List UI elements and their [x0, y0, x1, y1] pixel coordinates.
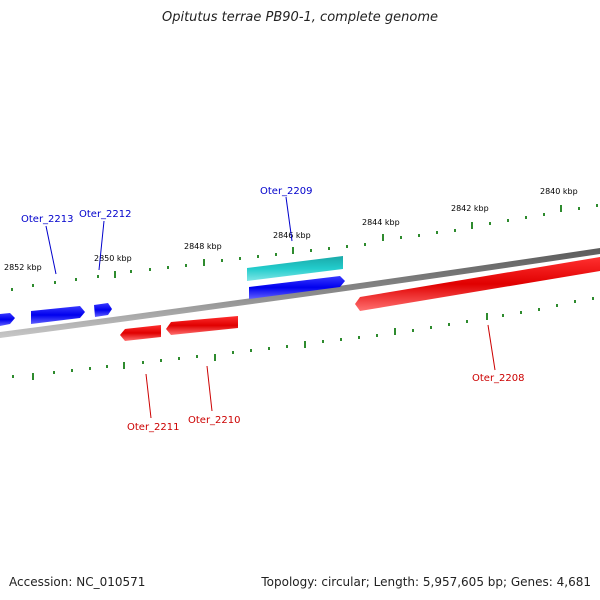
gene-label-oter-2210[interactable]: Oter_2210 [188, 415, 241, 426]
gene-feature-left-edge[interactable] [0, 313, 15, 326]
outer-scale-ticks [11, 204, 598, 291]
leader-line-oter-2210 [206, 365, 213, 412]
leader-line-oter-2212 [98, 220, 105, 271]
gene-label-oter-2209[interactable]: Oter_2209 [260, 186, 313, 197]
scale-label-2846: 2846 kbp [273, 231, 311, 240]
leader-line-oter-2213 [45, 225, 57, 275]
inner-scale-ticks [12, 297, 594, 380]
gene-feature-oter-2212[interactable] [94, 303, 112, 317]
gene-label-oter-2208[interactable]: Oter_2208 [472, 373, 525, 384]
scale-label-2840: 2840 kbp [540, 187, 578, 196]
leader-line-oter-2209 [285, 196, 293, 242]
scale-label-2848: 2848 kbp [184, 242, 222, 251]
scale-label-2844: 2844 kbp [362, 218, 400, 227]
genome-backbone [0, 248, 600, 338]
topology-text: Topology: circular; Length: 5,957,605 bp… [261, 575, 591, 589]
accession-text: Accession: NC_010571 [9, 575, 146, 589]
gene-feature-oter-2208[interactable] [355, 257, 600, 311]
scale-label-2842: 2842 kbp [451, 204, 489, 213]
gene-label-oter-2212[interactable]: Oter_2212 [79, 209, 132, 220]
gene-feature-oter-2209[interactable] [249, 276, 345, 299]
gene-feature-oter-2211[interactable] [120, 325, 161, 341]
gene-feature-oter-2210[interactable] [166, 316, 238, 335]
leader-line-oter-2208 [487, 324, 496, 371]
gene-label-oter-2211[interactable]: Oter_2211 [127, 422, 180, 433]
scale-label-2852: 2852 kbp [4, 263, 42, 272]
gene-feature-oter-2209-rna[interactable] [247, 256, 343, 281]
gene-label-oter-2213[interactable]: Oter_2213 [21, 214, 74, 225]
gene-feature-oter-2213[interactable] [31, 306, 85, 324]
leader-line-oter-2211 [145, 373, 152, 419]
scale-label-2850: 2850 kbp [94, 254, 132, 263]
map-title: Opitutus terrae PB90-1, complete genome [161, 10, 439, 25]
